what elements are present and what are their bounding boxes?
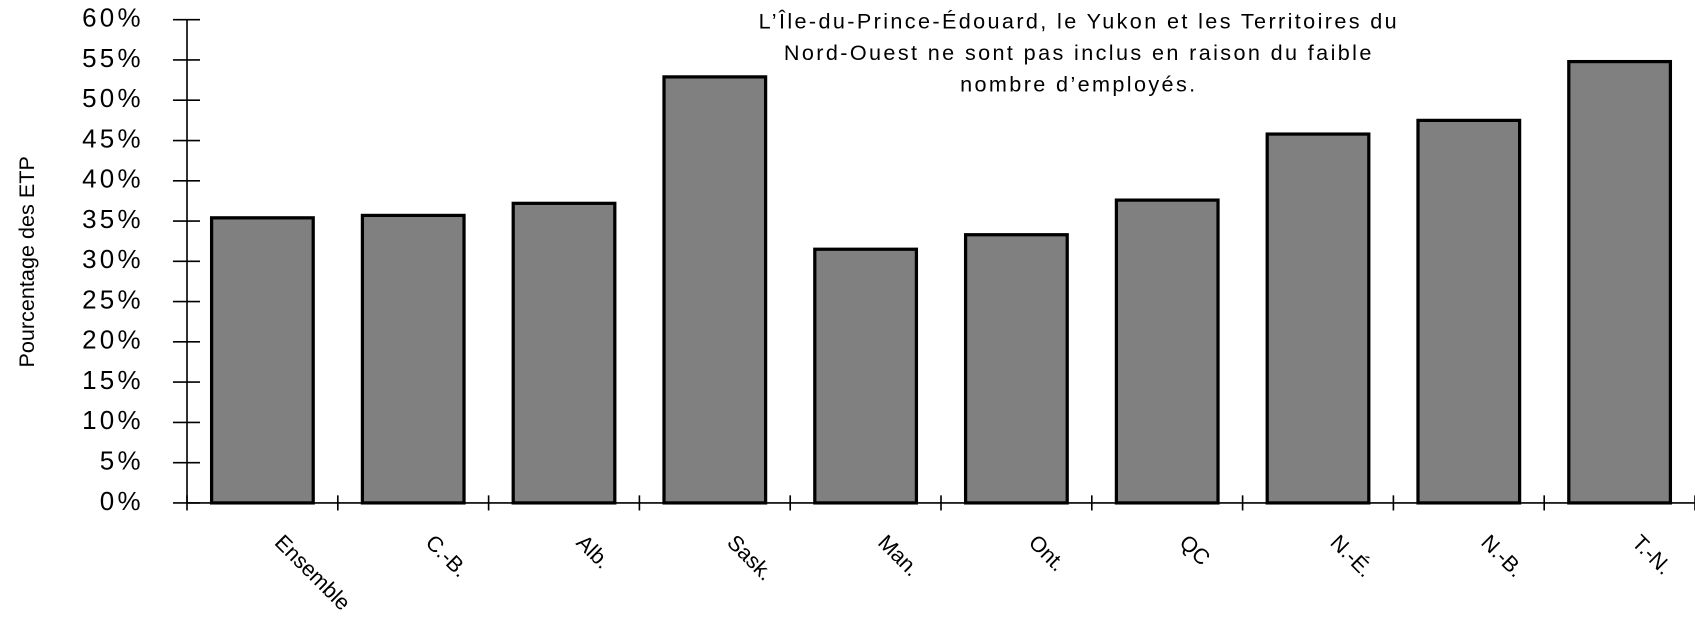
bar (511, 201, 617, 505)
y-tick-label: 45% (82, 125, 144, 153)
y-tick-label: 50% (82, 85, 144, 113)
x-tick-label: Ensemble (270, 530, 356, 616)
x-tick-label: Ont. (1024, 530, 1071, 577)
bar (1114, 198, 1220, 505)
bar (963, 233, 1069, 505)
y-tick-label: 0% (100, 488, 144, 516)
bar (209, 216, 315, 505)
x-tick-label: N.-B. (1476, 530, 1528, 582)
x-tick-label: C.-B. (421, 530, 473, 582)
y-tick-label: 10% (82, 407, 144, 435)
y-tick-label: 15% (82, 367, 144, 395)
x-tick-label: Alb. (572, 530, 616, 574)
bar (662, 75, 768, 505)
x-tick-label: N.-É. (1326, 530, 1378, 582)
y-tick-label: 25% (82, 286, 144, 314)
annotation: nombre d’employés. (960, 71, 1197, 96)
annotation: Nord-Ouest ne sont pas inclus en raison … (784, 40, 1374, 65)
x-tick-label: T.-N. (1627, 530, 1677, 580)
bar (1567, 59, 1673, 505)
bar (1416, 118, 1522, 505)
y-axis-label: Pourcentage des ETP (14, 156, 39, 367)
bar (360, 213, 466, 505)
x-tick-label: Man. (873, 530, 925, 582)
y-tick-label: 40% (82, 166, 144, 194)
y-tick-label: 20% (82, 327, 144, 355)
y-tick-label: 5% (100, 448, 144, 476)
bar (813, 247, 919, 505)
y-tick-label: 35% (82, 206, 144, 234)
x-tick-label: QC (1175, 530, 1216, 571)
y-tick-label: 60% (82, 5, 144, 33)
x-tick-label: Sask. (722, 530, 778, 586)
y-tick-label: 30% (82, 246, 144, 274)
annotation: L’Île-du-Prince-Édouard, le Yukon et les… (759, 9, 1400, 34)
y-tick-label: 55% (82, 45, 144, 73)
bar (1265, 132, 1371, 505)
